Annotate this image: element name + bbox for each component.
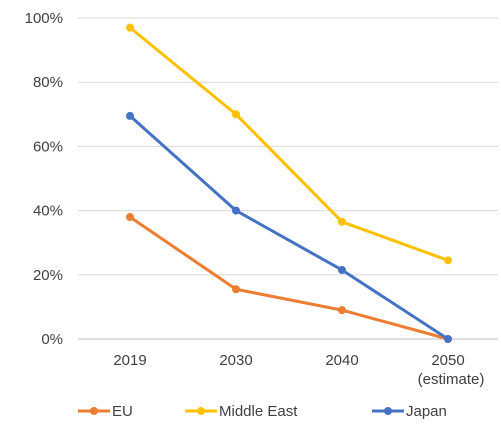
series-line-japan	[128, 114, 450, 341]
legend-marker-japan	[384, 407, 392, 415]
series-line-middle-east	[128, 26, 450, 262]
data-point-japan	[444, 335, 452, 343]
legend-label-japan: Japan	[406, 403, 447, 420]
data-point-eu	[232, 285, 240, 294]
y-tick-label: 20%	[33, 267, 63, 284]
legend-marker-middle-east	[197, 407, 205, 415]
y-tick-label: 100%	[25, 10, 63, 27]
series-line-eu	[128, 215, 450, 341]
y-axis-tick-labels: 0% 20% 40% 60% 80% 100%	[25, 10, 63, 348]
data-point-eu	[126, 213, 134, 222]
data-point-middle-east	[126, 23, 134, 32]
data-point-middle-east	[338, 217, 346, 226]
x-tick-label: 2040	[325, 352, 358, 369]
x-tick-label: 2019	[113, 352, 146, 369]
grid-lines	[78, 17, 498, 340]
series-lines	[126, 23, 452, 343]
legend: EU Middle East Japan	[78, 403, 447, 420]
x-axis-tick-labels: 2019 2030 2040 2050 (estimate)	[113, 352, 484, 388]
data-point-japan	[338, 265, 346, 274]
y-tick-label: 40%	[33, 203, 63, 220]
y-tick-label: 80%	[33, 74, 63, 91]
data-point-middle-east	[232, 110, 240, 119]
y-tick-label: 0%	[41, 331, 63, 348]
data-point-japan	[232, 206, 240, 215]
legend-label-eu: EU	[112, 403, 133, 420]
data-point-japan	[126, 111, 134, 120]
x-tick-sublabel: (estimate)	[418, 371, 485, 388]
x-tick-label: 2030	[219, 352, 252, 369]
data-point-middle-east	[444, 256, 452, 265]
legend-label-middle-east: Middle East	[219, 403, 298, 420]
data-point-eu	[338, 306, 346, 315]
legend-marker-eu	[90, 407, 98, 415]
x-tick-label: 2050	[431, 352, 464, 369]
y-tick-label: 60%	[33, 138, 63, 155]
